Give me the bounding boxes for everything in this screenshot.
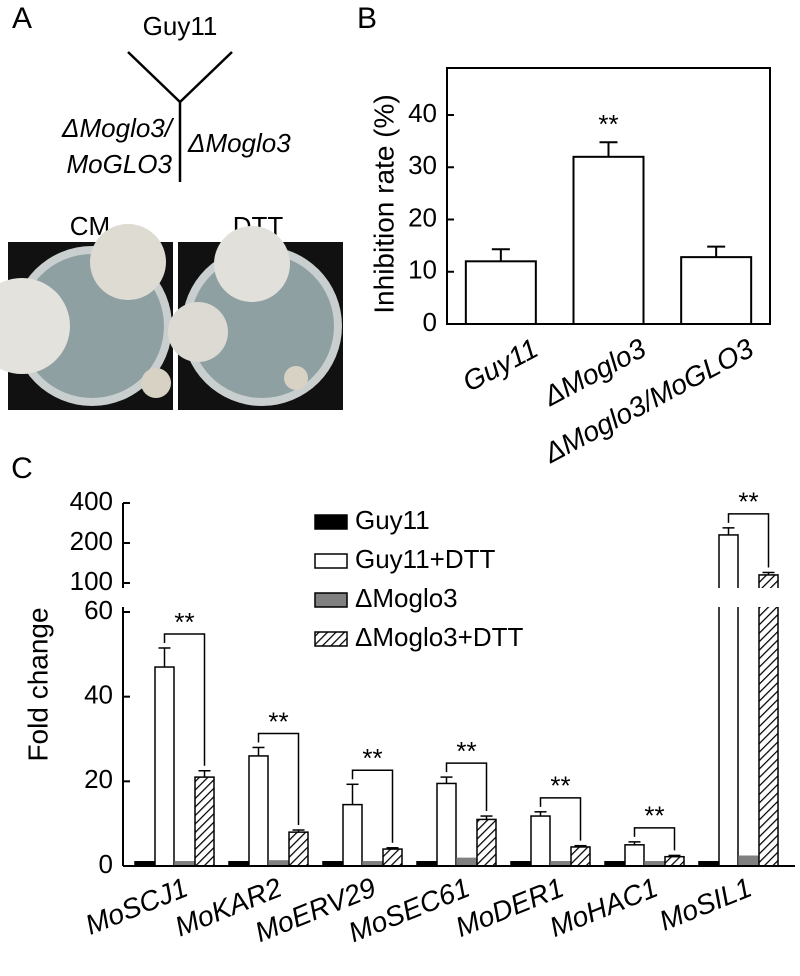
y-tick-label: 40	[84, 680, 113, 710]
significance-bracket	[539, 797, 582, 841]
error-bar	[762, 571, 775, 575]
tree-right: ΔMoglo3	[187, 128, 291, 158]
legend-swatch	[314, 592, 348, 608]
bar	[464, 260, 537, 325]
significance: **	[456, 736, 476, 766]
error-bar	[480, 815, 493, 820]
significance: **	[174, 607, 194, 637]
significance: **	[598, 109, 618, 139]
bar	[154, 666, 175, 867]
significance: **	[268, 706, 288, 736]
x-tick-label: MoHAC1	[545, 872, 662, 943]
error-bar	[707, 245, 726, 258]
legend-label: Guy11	[355, 505, 430, 535]
bar	[664, 855, 685, 867]
bar	[624, 844, 645, 867]
y-tick-label: 200	[70, 526, 113, 556]
error-bar	[198, 770, 211, 778]
legend-swatch	[314, 514, 348, 530]
y-tick-label: 60	[84, 595, 113, 625]
bar	[718, 534, 739, 867]
error-bar	[668, 854, 681, 857]
bar	[758, 574, 779, 867]
tree-lines	[127, 51, 233, 182]
bar	[530, 815, 551, 867]
bar	[680, 256, 753, 325]
error-bar	[440, 776, 453, 784]
y-tick-label: 20	[84, 764, 113, 794]
y-tick-label: 10	[408, 255, 437, 285]
significance: **	[362, 743, 382, 773]
error-bar	[628, 841, 641, 845]
bar	[570, 846, 591, 867]
axis-break	[100, 588, 800, 607]
bar	[248, 755, 269, 867]
tree-root: Guy11	[143, 11, 218, 41]
significance-bracket	[163, 633, 206, 766]
bar	[476, 818, 497, 867]
legend-label: ΔMoglo3+DTT	[355, 622, 523, 652]
legend-label: ΔMoglo3	[355, 583, 458, 613]
tree-left: MoGLO3	[67, 149, 173, 179]
bar	[382, 848, 403, 867]
y-tick-label: 0	[423, 307, 437, 337]
y-tick-label: 30	[408, 150, 437, 180]
bar	[456, 857, 477, 867]
legend-swatch	[314, 553, 348, 569]
tree-left: ΔMoglo3/	[61, 113, 175, 143]
x-tick-label: MoSCJ1	[81, 872, 192, 941]
bar	[288, 831, 309, 867]
y-axis-label: Inhibition rate (%)	[368, 94, 399, 313]
y-axis-label: Fold change	[22, 607, 53, 761]
significance-bracket	[727, 513, 770, 568]
error-bar	[722, 527, 735, 535]
x-tick-label: MoSIL1	[655, 872, 756, 937]
bar	[436, 782, 457, 867]
panel-label: A	[12, 2, 32, 35]
error-bar	[574, 844, 587, 847]
bar	[738, 855, 759, 867]
significance-bracket	[633, 827, 676, 851]
significance: **	[738, 487, 758, 517]
error-bar	[346, 783, 359, 805]
bar	[572, 155, 645, 325]
y-tick-label: 400	[70, 486, 113, 516]
error-bar	[292, 829, 305, 833]
bar	[342, 803, 363, 867]
error-bar	[491, 248, 510, 262]
significance-bracket	[257, 732, 300, 826]
x-tick-label: Guy11	[458, 332, 544, 397]
significance-bracket	[351, 769, 394, 843]
significance: **	[644, 801, 664, 831]
x-tick-label: MoDER1	[451, 872, 568, 943]
error-bar	[534, 811, 547, 817]
error-bar	[599, 141, 618, 157]
error-bar	[158, 647, 171, 668]
panel-label: B	[357, 2, 377, 35]
error-bar	[386, 847, 399, 850]
error-bar	[252, 746, 265, 756]
y-tick-label: 0	[99, 849, 113, 879]
y-tick-label: 100	[70, 566, 113, 596]
significance: **	[550, 771, 570, 801]
plate-photo	[168, 226, 343, 410]
plate-photo	[0, 224, 173, 410]
legend-label: Guy11+DTT	[355, 544, 496, 574]
y-tick-label: 20	[408, 202, 437, 232]
panel-label: C	[11, 452, 33, 485]
significance-bracket	[445, 762, 488, 812]
y-tick-label: 40	[408, 98, 437, 128]
bar	[194, 776, 215, 867]
legend-swatch	[314, 631, 348, 647]
